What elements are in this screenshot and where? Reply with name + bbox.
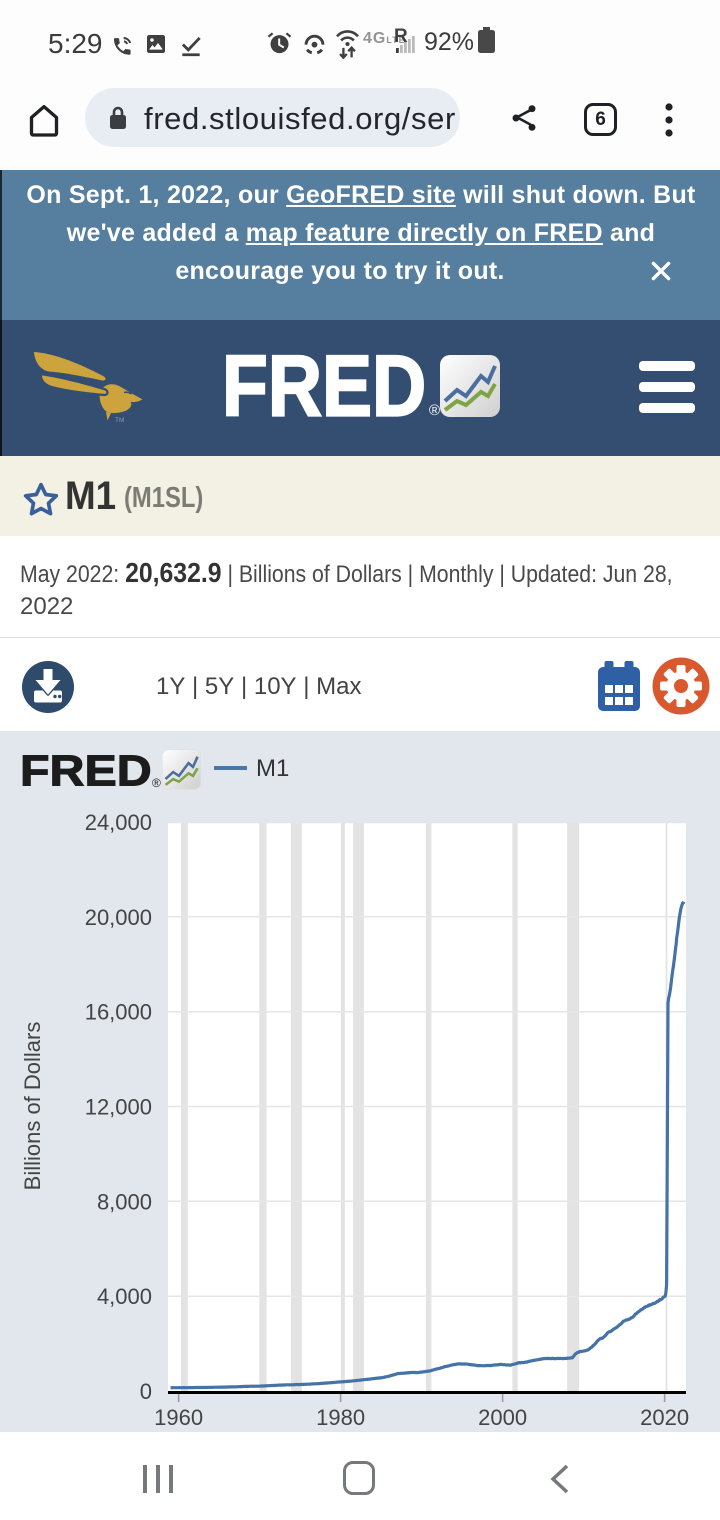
- svg-text:2020: 2020: [640, 1405, 689, 1430]
- svg-text:Billions of Dollars: Billions of Dollars: [20, 1022, 45, 1191]
- svg-text:16,000: 16,000: [85, 1000, 152, 1025]
- svg-text:8,000: 8,000: [97, 1189, 152, 1214]
- svg-text:1980: 1980: [316, 1405, 365, 1430]
- svg-text:12,000: 12,000: [85, 1095, 152, 1120]
- svg-text:0: 0: [140, 1379, 152, 1404]
- svg-text:1960: 1960: [154, 1405, 203, 1430]
- svg-text:4,000: 4,000: [97, 1284, 152, 1309]
- svg-text:2000: 2000: [478, 1405, 527, 1430]
- svg-text:TM: TM: [115, 417, 124, 424]
- svg-text:20,000: 20,000: [85, 905, 152, 930]
- svg-text:M1: M1: [256, 755, 289, 782]
- svg-text:24,000: 24,000: [85, 810, 152, 835]
